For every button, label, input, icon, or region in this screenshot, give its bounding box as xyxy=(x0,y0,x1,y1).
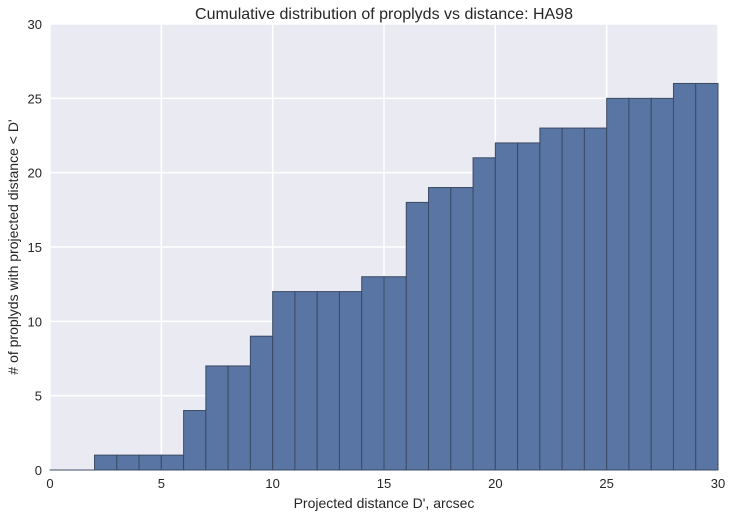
y-tick-label: 20 xyxy=(28,166,42,181)
x-tick-label: 25 xyxy=(599,476,613,491)
histogram-bar xyxy=(94,454,118,471)
histogram-bar xyxy=(494,142,519,471)
histogram-bar xyxy=(539,127,563,471)
bars xyxy=(49,82,719,471)
y-tick-labels: 0 5 10 15 20 25 30 xyxy=(28,17,42,478)
y-tick-label: 15 xyxy=(28,240,42,255)
histogram-bar xyxy=(428,187,452,471)
histogram-bar xyxy=(472,157,496,471)
histogram-bar xyxy=(583,127,608,471)
histogram-bar xyxy=(606,97,630,471)
histogram-bar xyxy=(183,410,207,471)
histogram-bar xyxy=(383,276,407,471)
histogram-bar xyxy=(672,82,697,471)
histogram-bar xyxy=(517,142,541,471)
x-axis-label: Projected distance D', arcsec xyxy=(294,495,475,511)
histogram-bar xyxy=(316,291,340,471)
x-tick-label: 30 xyxy=(711,476,725,491)
histogram-bar xyxy=(628,97,652,471)
histogram-bar xyxy=(338,291,363,471)
x-tick-label: 5 xyxy=(158,476,165,491)
histogram-bar xyxy=(116,454,140,471)
y-tick-label: 0 xyxy=(35,463,42,478)
histogram-bar xyxy=(450,187,474,471)
histogram-bar xyxy=(695,82,719,471)
histogram-bar xyxy=(160,454,185,471)
histogram-bar xyxy=(561,127,585,471)
histogram-bar xyxy=(650,97,674,471)
histogram-bar xyxy=(361,276,385,471)
histogram-bar xyxy=(227,365,251,471)
chart-title: Cumulative distribution of proplyds vs d… xyxy=(195,6,573,23)
histogram-bar xyxy=(294,291,318,471)
y-tick-label: 5 xyxy=(35,389,42,404)
histogram-bar xyxy=(405,201,430,471)
histogram-bar xyxy=(138,454,162,471)
histogram-bar xyxy=(272,291,296,471)
x-tick-label: 10 xyxy=(265,476,279,491)
y-tick-label: 10 xyxy=(28,314,42,329)
x-tick-label: 0 xyxy=(46,476,53,491)
histogram-bar xyxy=(205,365,229,471)
x-tick-labels: 0 5 10 15 20 25 30 xyxy=(46,476,725,491)
y-axis-label: # of proplyds with projected distance < … xyxy=(5,119,21,374)
y-tick-label: 25 xyxy=(28,91,42,106)
y-tick-label: 30 xyxy=(28,17,42,32)
x-tick-label: 15 xyxy=(377,476,391,491)
histogram-bar xyxy=(249,335,274,471)
x-tick-label: 20 xyxy=(488,476,502,491)
